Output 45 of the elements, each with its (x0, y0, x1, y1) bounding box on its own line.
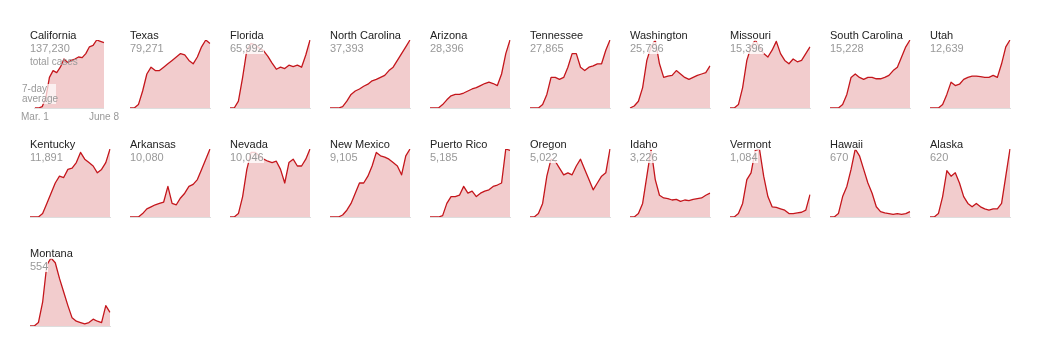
chart-subtitle: 10,046 (230, 151, 264, 163)
chart-title: Missouri (730, 29, 771, 41)
chart-title: Washington (630, 29, 688, 41)
chart-title: Arizona (430, 29, 468, 41)
chart-subtitle: 11,891 (30, 151, 63, 163)
chart-title: Puerto Rico (430, 138, 488, 150)
chart-subtitle: 5,185 (430, 151, 458, 163)
chart-title: North Carolina (330, 29, 401, 41)
chart-title: New Mexico (330, 138, 390, 150)
chart-subtitle: 37,393 (330, 42, 364, 54)
chart-title: Montana (30, 247, 73, 259)
chart-title: Kentucky (30, 138, 76, 150)
chart-title: Idaho (630, 138, 658, 150)
chart-subtitle: 12,639 (930, 42, 964, 54)
chart-subtitle: 9,105 (330, 151, 358, 163)
chart-subtitle: 15,396 (730, 42, 764, 54)
chart-subtitle: 554 (30, 260, 49, 272)
chart-title: Vermont (730, 138, 771, 150)
chart-title: Hawaii (830, 138, 864, 150)
chart-subtitle: 79,271 (130, 42, 164, 54)
chart-subtitle: 65,992 (230, 42, 264, 54)
chart-subtitle: 137,230 (30, 42, 70, 54)
chart-title: Florida (230, 29, 264, 41)
chart-subtitle: 10,080 (130, 151, 164, 163)
chart-subtitle: 620 (930, 151, 949, 163)
chart-title: Texas (130, 29, 159, 41)
x-tick-label: June 8 (88, 110, 120, 122)
chart-title: South Carolina (830, 29, 903, 41)
x-tick-label: Mar. 1 (21, 110, 50, 122)
chart-subtitle: 15,228 (830, 42, 864, 54)
chart-subtitle: 5,022 (530, 151, 558, 163)
chart-title: Oregon (530, 138, 567, 150)
chart-subtitle: 1,084 (730, 151, 758, 163)
chart-title: California (30, 29, 77, 41)
chart-subtitle: 27,865 (530, 42, 564, 54)
annotation: 7-day average (22, 83, 59, 104)
chart-subtitle: 28,396 (430, 42, 464, 54)
chart-title: Nevada (230, 138, 268, 150)
chart-title: Tennessee (530, 29, 584, 41)
chart-subtitle: 670 (830, 151, 849, 163)
chart-title: Arkansas (130, 138, 176, 150)
chart-subtitle: 25,796 (630, 42, 664, 54)
chart-title: Utah (930, 29, 954, 41)
chart-title: Alaska (930, 138, 964, 150)
chart-subtitle: 3,226 (630, 151, 658, 163)
